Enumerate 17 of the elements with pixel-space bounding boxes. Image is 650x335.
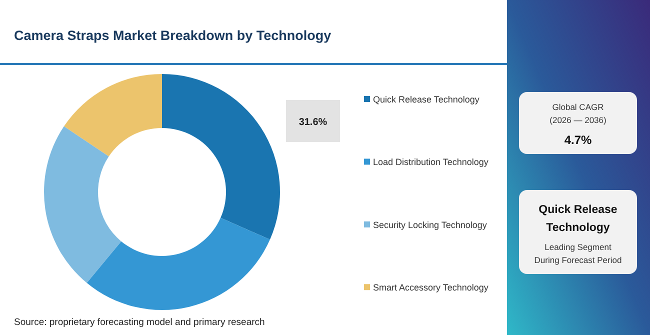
legend-label: Smart Accessory Technology	[373, 282, 489, 293]
text: 4.7%	[564, 133, 592, 147]
text: Global CAGR	[552, 102, 604, 112]
text: (2026 — 2036)	[550, 115, 607, 125]
text: Leading Segment	[544, 242, 612, 252]
donut-slice	[64, 74, 162, 156]
chart-title: Camera Straps Market Breakdown by Technology	[14, 28, 332, 43]
source-note: Source: proprietary forecasting model and primary research	[14, 317, 265, 328]
legend-label: Quick Release Technology	[373, 94, 480, 104]
text: Quick Release Technology	[538, 204, 618, 234]
donut-slice	[44, 126, 122, 283]
text: During Forecast Period	[534, 255, 622, 265]
legend-label: Security Locking Technology	[373, 220, 488, 230]
legend-label: Load Distribution Technology	[373, 157, 489, 168]
donut-slice	[86, 218, 270, 310]
donut-slice	[162, 74, 280, 240]
data-label: 31.6%	[298, 117, 328, 128]
